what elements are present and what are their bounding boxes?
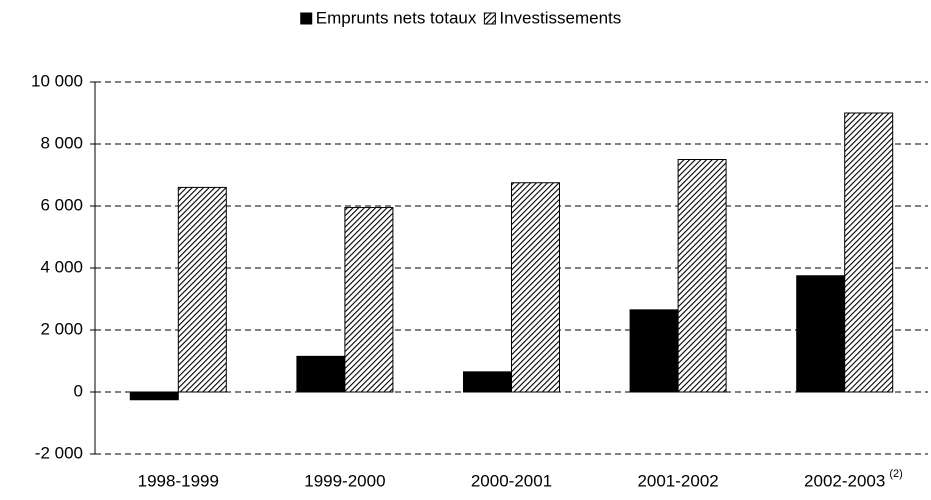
bar [844,112,894,393]
bar [344,207,394,393]
y-tick-label: 6 000 [40,195,83,214]
legend-label: Emprunts nets totaux [316,8,477,27]
legend-swatch [300,12,313,25]
x-tick-label: 2000-2001 [471,471,552,490]
y-tick-label: -2 000 [35,443,83,462]
bar [129,391,179,401]
x-tick-label: 1998-1999 [138,471,219,490]
legend-swatch [483,12,496,25]
bar [463,371,512,393]
bar [296,355,346,393]
bar [511,182,560,393]
bar [177,186,227,393]
bar [629,309,679,393]
y-tick-label: 8 000 [40,133,83,152]
footnote-mark: (2) [889,468,902,480]
x-tick-label: 2002-2003 [804,471,885,490]
x-tick-label: 2001-2002 [637,471,718,490]
bar [677,159,727,393]
y-tick-label: 10 000 [31,71,83,90]
y-tick-label: 2 000 [40,319,83,338]
y-tick-label: 0 [74,381,83,400]
bar [796,275,846,393]
legend-label: Investissements [499,8,621,27]
y-tick-label: 4 000 [40,257,83,276]
x-tick-label: 1999-2000 [304,471,385,490]
